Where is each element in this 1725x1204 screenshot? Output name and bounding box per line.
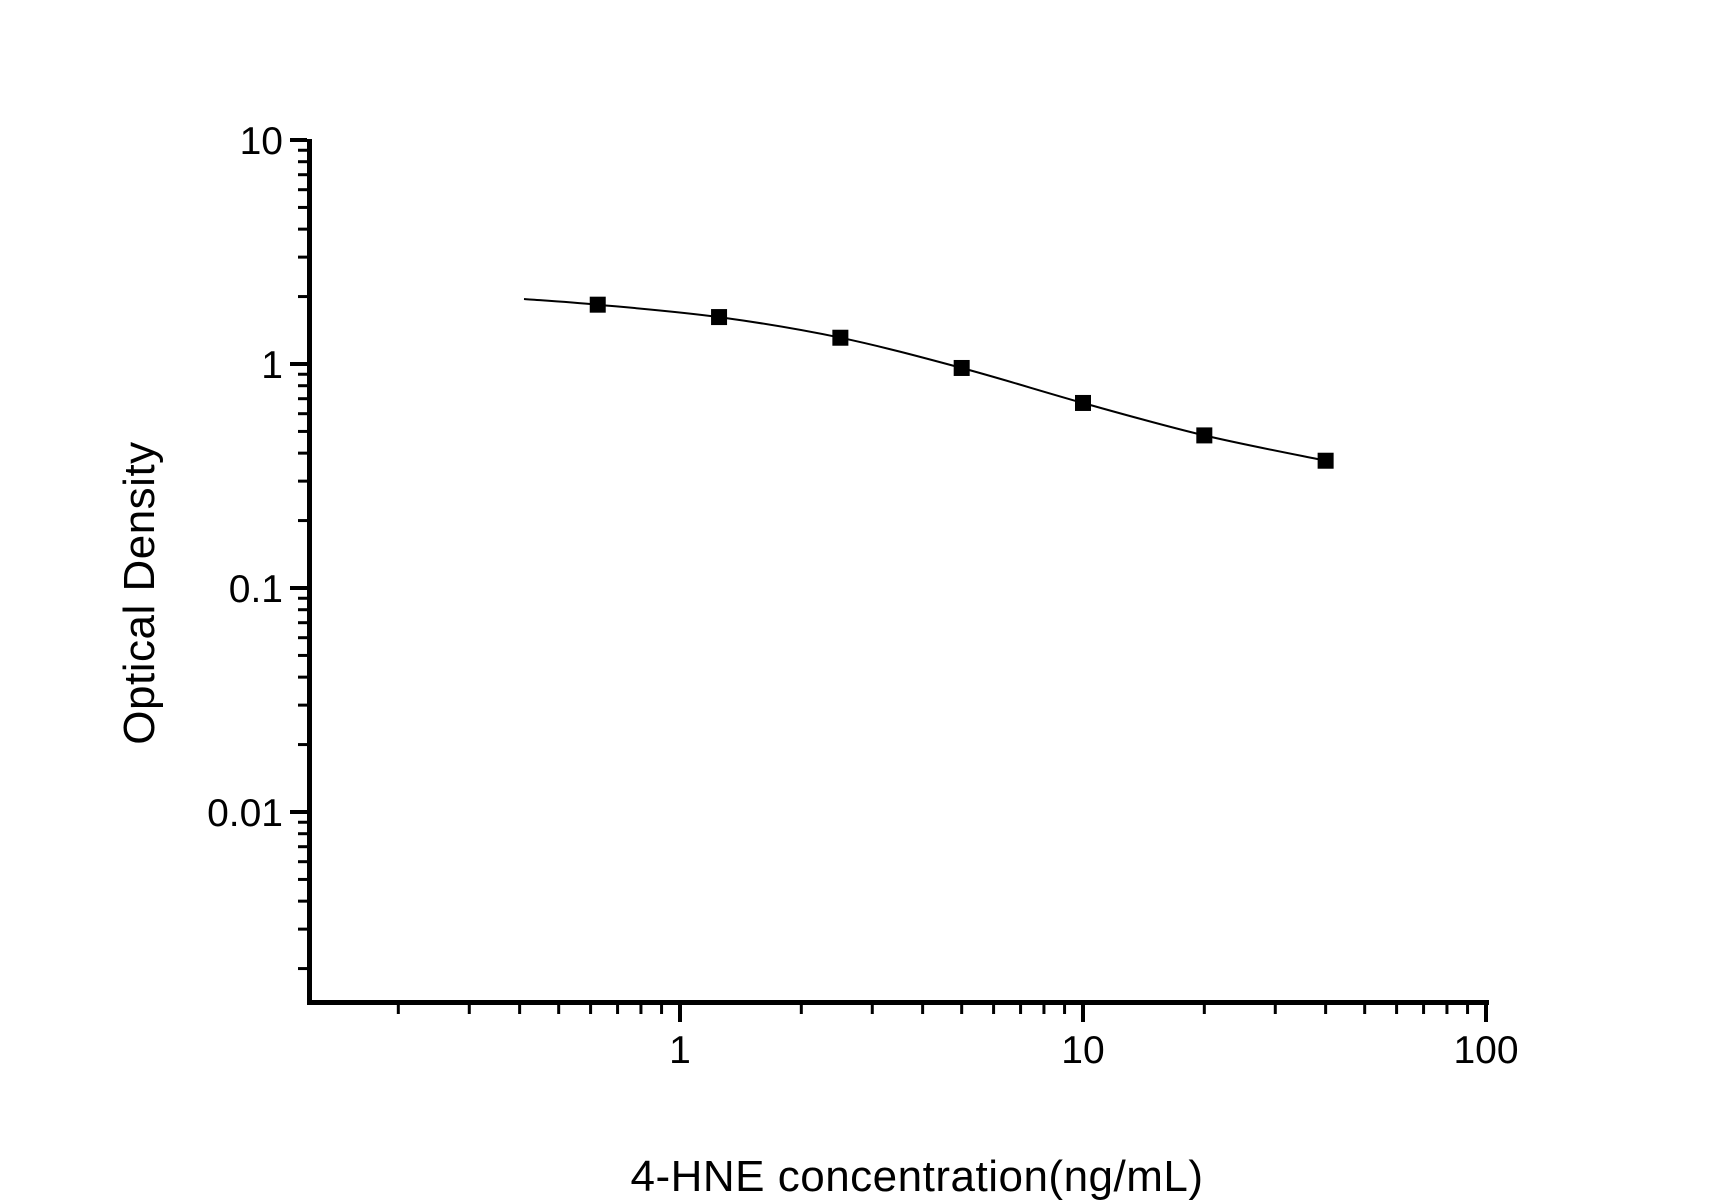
x-tick-label: 1 <box>669 1029 691 1072</box>
standard-curve-line <box>523 298 1326 462</box>
x-tick-label: 100 <box>1453 1029 1518 1072</box>
data-point-marker <box>711 309 728 326</box>
data-point-marker <box>589 296 606 313</box>
y-tick-label: 0.1 <box>229 568 283 611</box>
data-point-marker <box>1196 427 1213 444</box>
data-point-marker <box>832 329 849 346</box>
y-tick-label: 0.01 <box>207 792 283 835</box>
data-point-marker <box>1317 452 1334 469</box>
x-axis-title: 4-HNE concentration(ng/mL) <box>630 1152 1204 1201</box>
x-tick-label: 10 <box>1061 1029 1104 1072</box>
y-tick-label: 1 <box>261 344 283 387</box>
y-tick-label: 10 <box>240 120 283 163</box>
data-point-marker <box>953 359 970 376</box>
y-axis-title: Optical Density <box>115 441 164 745</box>
data-point-marker <box>1075 394 1091 411</box>
